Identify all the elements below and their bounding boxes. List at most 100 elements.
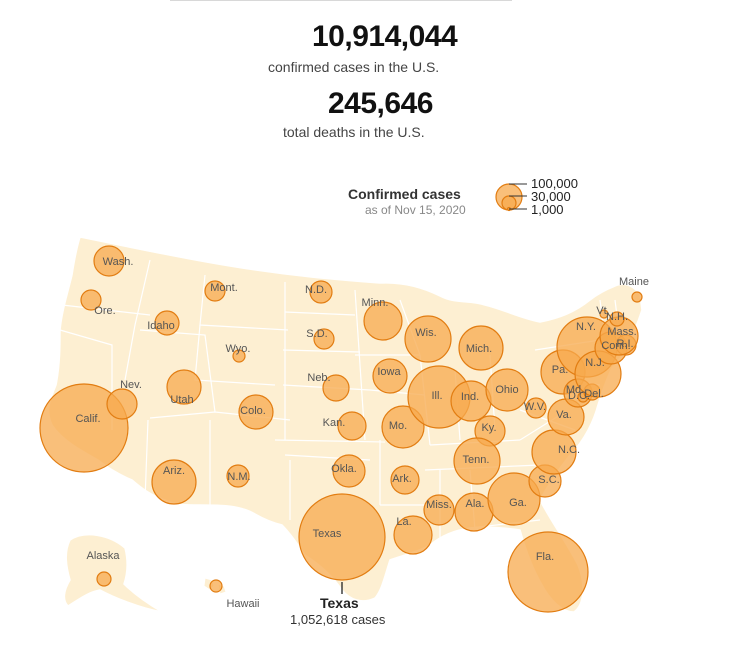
label-nev: Nev.	[120, 379, 142, 391]
label-alaska: Alaska	[86, 550, 120, 562]
bubble-miss[interactable]	[423, 494, 455, 526]
label-idaho: Idaho	[147, 320, 175, 332]
label-ri: R.I.	[616, 338, 633, 350]
label-mo: Mo.	[389, 420, 407, 432]
label-miss: Miss.	[426, 499, 452, 511]
label-wis: Wis.	[415, 327, 436, 339]
label-conn: Conn.	[601, 340, 630, 352]
label-va: Va.	[556, 409, 572, 421]
label-neb: Neb.	[307, 372, 330, 384]
label-mass: Mass.	[607, 326, 636, 338]
confirmed-cases-total: 10,914,044	[312, 20, 458, 53]
label-ore: Ore.	[94, 305, 115, 317]
legend-date: as of Nov 15, 2020	[365, 203, 466, 217]
label-pa: Pa.	[552, 364, 569, 376]
bubble-wash[interactable]	[93, 245, 125, 277]
label-minn: Minn.	[362, 297, 389, 309]
label-del: Del.	[584, 388, 604, 400]
bubble-sd[interactable]	[313, 328, 335, 350]
bubble-hawaii[interactable]	[209, 579, 223, 593]
label-la: La.	[396, 516, 411, 528]
total-deaths-value: 245,646	[328, 87, 433, 120]
label-sd: S.D.	[306, 328, 327, 340]
label-ill: Ill.	[432, 390, 443, 402]
label-texas: Texas	[313, 528, 342, 540]
state-borders	[59, 259, 621, 545]
label-okla: Okla.	[331, 463, 357, 475]
label-dc: D.C.	[568, 390, 590, 402]
bubble-neb[interactable]	[322, 374, 350, 402]
label-ny: N.Y.	[576, 321, 596, 333]
label-wash: Wash.	[103, 256, 134, 268]
label-sc: S.C.	[538, 474, 559, 486]
label-maine: Maine	[619, 276, 649, 288]
top-rule	[170, 0, 512, 1]
label-calif: Calif.	[75, 413, 100, 425]
bubble-tenn[interactable]	[453, 437, 501, 485]
label-vt: Vt.	[596, 305, 609, 317]
bubble-alaska[interactable]	[96, 571, 112, 587]
legend-title: Confirmed cases	[348, 186, 461, 202]
label-ky: Ky.	[481, 422, 496, 434]
bubble-nd[interactable]	[309, 280, 333, 304]
bubble-ore[interactable]	[80, 289, 102, 311]
legend-value-30000: 30,000	[531, 189, 571, 204]
bubble-ariz[interactable]	[151, 459, 197, 505]
bubble-nh[interactable]	[609, 311, 625, 327]
bubble-mont[interactable]	[204, 280, 226, 302]
bubble-colo[interactable]	[238, 394, 274, 430]
label-ga: Ga.	[509, 497, 527, 509]
label-ind: Ind.	[461, 391, 479, 403]
bubble-minn[interactable]	[363, 301, 403, 341]
label-nh: N.H.	[606, 311, 628, 323]
bubble-ga[interactable]	[487, 472, 541, 526]
alaska-shape	[63, 533, 163, 613]
bubble-ohio[interactable]	[485, 368, 529, 412]
bubble-wyo[interactable]	[232, 349, 246, 363]
label-nm: N.M.	[227, 471, 250, 483]
legend-value-1000: 1,000	[531, 202, 564, 217]
label-ark: Ark.	[392, 473, 412, 485]
label-wv: W.V.	[524, 401, 546, 413]
bubble-wis[interactable]	[404, 315, 452, 363]
bubble-utah[interactable]	[166, 369, 202, 405]
bubble-okla[interactable]	[332, 454, 366, 488]
label-fla: Fla.	[536, 551, 554, 563]
label-mich: Mich.	[466, 343, 492, 355]
total-deaths-label: total deaths in the U.S.	[283, 124, 425, 140]
label-ariz: Ariz.	[163, 465, 185, 477]
bubble-mo[interactable]	[381, 405, 425, 449]
bubble-maine[interactable]	[631, 291, 643, 303]
bubble-ark[interactable]	[390, 465, 420, 495]
bubble-texas[interactable]	[298, 493, 386, 581]
bubble-kan[interactable]	[337, 411, 367, 441]
case-bubbles	[39, 245, 643, 613]
label-ala: Ala.	[466, 498, 485, 510]
label-nc: N.C.	[558, 444, 580, 456]
bubble-nev[interactable]	[106, 388, 138, 420]
bubble-wv[interactable]	[525, 397, 547, 419]
legend-value-100000: 100,000	[531, 176, 578, 191]
bubble-vt[interactable]	[599, 309, 609, 319]
bubble-nm[interactable]	[226, 464, 250, 488]
label-md: Md.	[566, 384, 584, 396]
callout-state-name: Texas	[320, 595, 359, 611]
bubble-la[interactable]	[393, 515, 433, 555]
label-utah: Utah	[170, 394, 193, 406]
bubble-mich[interactable]	[458, 325, 504, 371]
legend-leaders	[509, 183, 527, 210]
bubble-fla[interactable]	[507, 531, 589, 613]
bubble-calif[interactable]	[39, 383, 129, 473]
bubble-iowa[interactable]	[372, 358, 408, 394]
label-iowa: Iowa	[377, 366, 401, 378]
label-wyo: Wyo.	[226, 343, 251, 355]
label-hawaii: Hawaii	[226, 598, 259, 610]
callout-case-count: 1,052,618 cases	[290, 612, 386, 627]
label-nd: N.D.	[305, 284, 327, 296]
bubble-idaho[interactable]	[154, 310, 180, 336]
confirmed-cases-label: confirmed cases in the U.S.	[268, 59, 440, 75]
label-nj: N.J.	[585, 357, 605, 369]
label-kan: Kan.	[323, 417, 346, 429]
label-tenn: Tenn.	[463, 454, 490, 466]
